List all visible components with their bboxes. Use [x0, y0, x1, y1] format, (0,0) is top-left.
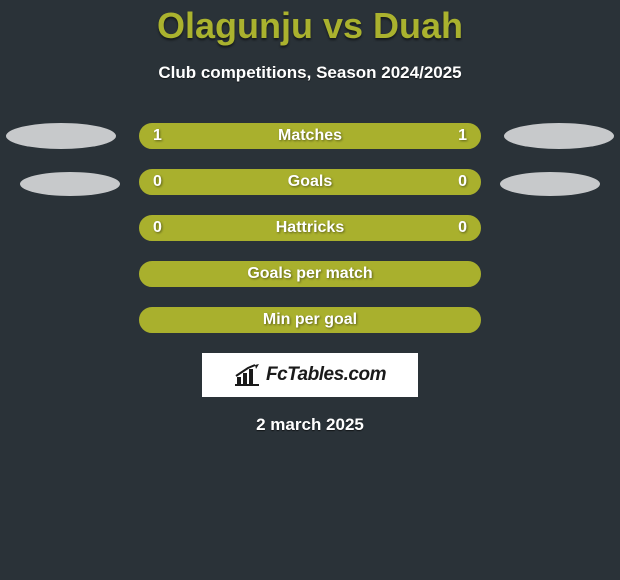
stat-row-matches: 1 Matches 1: [139, 123, 481, 149]
stat-rows: 1 Matches 1 0 Goals 0 0 Hattricks 0 Goal…: [139, 123, 481, 333]
stat-label: Goals: [288, 173, 332, 191]
date-label: 2 march 2025: [0, 415, 620, 435]
player-right-marker-1: [504, 123, 614, 149]
stat-left-value: 0: [153, 219, 162, 237]
stat-right-value: 1: [458, 127, 467, 145]
stat-row-goals-per-match: Goals per match: [139, 261, 481, 287]
comparison-card: Olagunju vs Duah Club competitions, Seas…: [0, 0, 620, 580]
player-left-marker-2: [20, 172, 120, 196]
player-left-marker-1: [6, 123, 116, 149]
brand-text: FcTables.com: [266, 364, 386, 386]
page-title: Olagunju vs Duah: [0, 5, 620, 47]
stat-label: Goals per match: [247, 265, 372, 283]
stat-row-hattricks: 0 Hattricks 0: [139, 215, 481, 241]
stat-row-goals: 0 Goals 0: [139, 169, 481, 195]
stat-left-value: 0: [153, 173, 162, 191]
stats-area: 1 Matches 1 0 Goals 0 0 Hattricks 0 Goal…: [0, 123, 620, 333]
stat-label: Hattricks: [276, 219, 344, 237]
stat-row-min-per-goal: Min per goal: [139, 307, 481, 333]
stat-right-value: 0: [458, 173, 467, 191]
stat-left-value: 1: [153, 127, 162, 145]
stat-label: Matches: [278, 127, 342, 145]
subtitle: Club competitions, Season 2024/2025: [0, 63, 620, 83]
stat-label: Min per goal: [263, 311, 357, 329]
bar-chart-icon: [234, 364, 260, 386]
stat-right-value: 0: [458, 219, 467, 237]
brand-badge: FcTables.com: [202, 353, 418, 397]
player-right-marker-2: [500, 172, 600, 196]
